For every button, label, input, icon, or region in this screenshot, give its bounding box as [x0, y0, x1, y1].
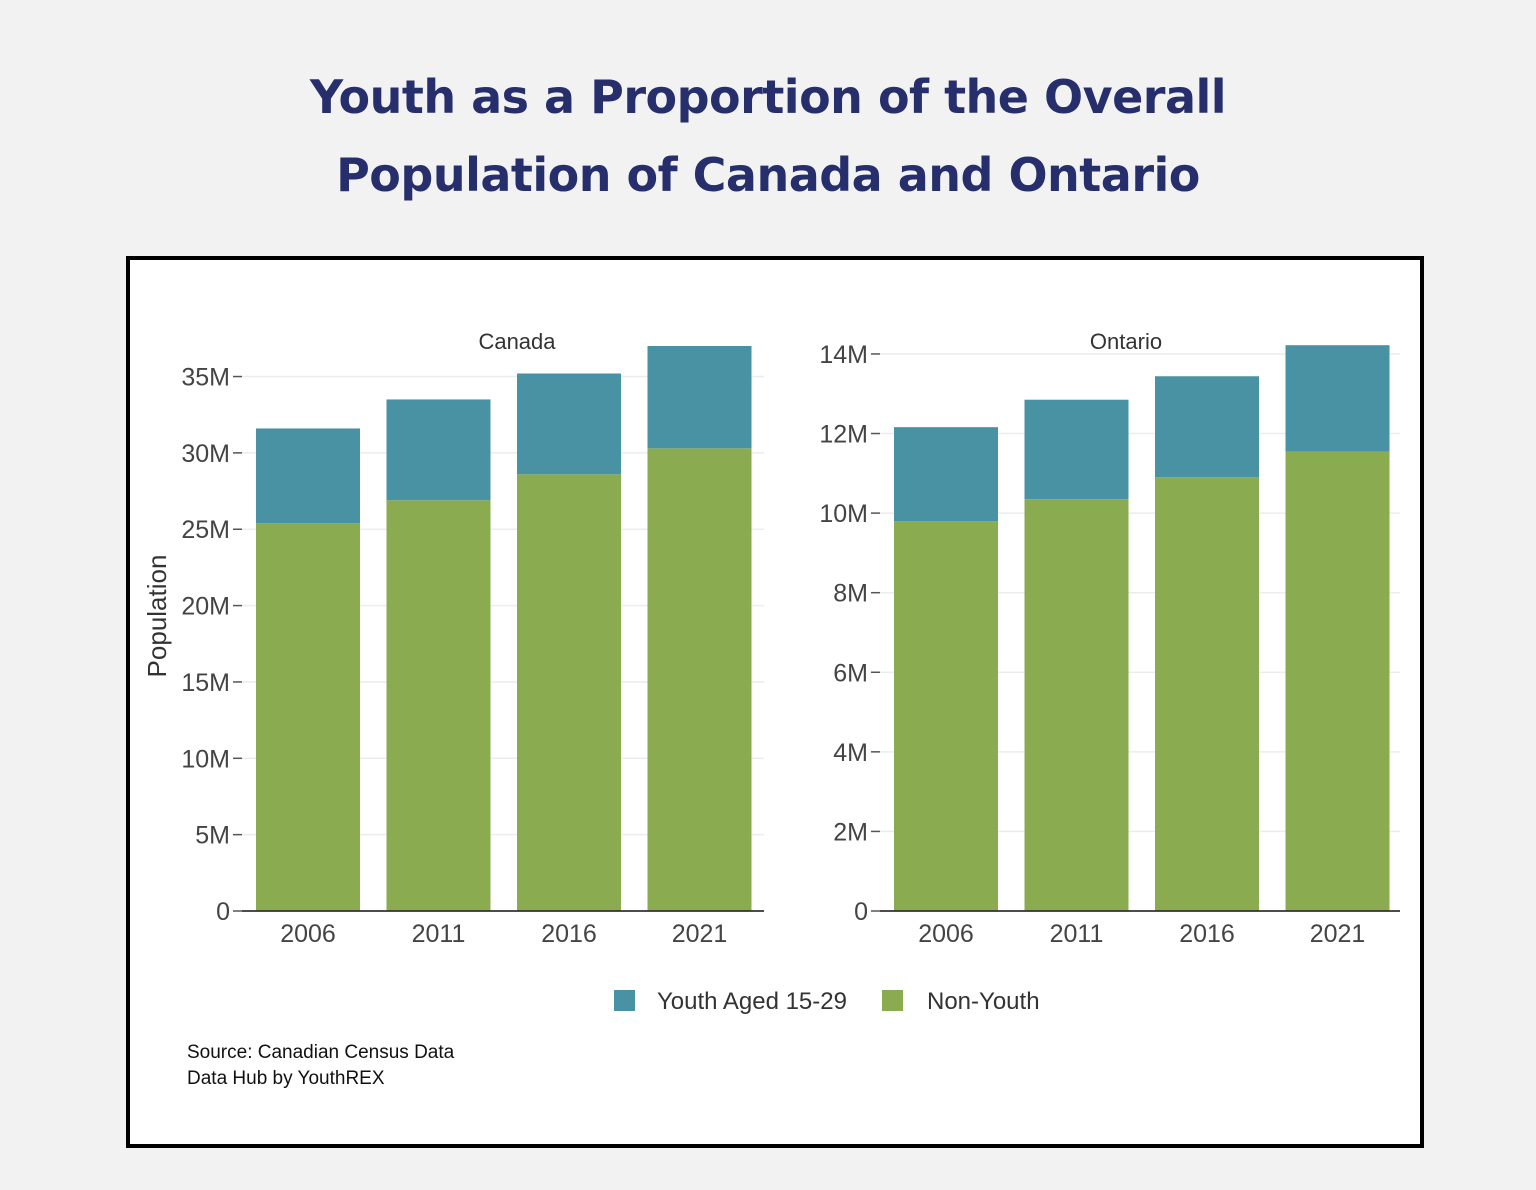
canada-ytick-label-5: 25M	[181, 516, 230, 544]
ontario-ytick-label-3: 6M	[833, 659, 868, 687]
ontario-bar-non-youth-2021	[1285, 451, 1390, 911]
ontario-bar-youth-2016	[1155, 376, 1259, 478]
page-title-line-2: Population of Canada and Ontario	[336, 148, 1200, 202]
canada-ytick-label-2: 10M	[181, 745, 230, 773]
canada-bar-youth-2011	[386, 399, 491, 501]
source-line-2: Data Hub by YouthREX	[187, 1068, 385, 1089]
canada-bar-non-youth-2021	[647, 448, 752, 911]
ontario-ytick-label-4: 8M	[833, 580, 868, 608]
ontario-ytick-label-2: 4M	[833, 739, 868, 767]
ontario-bar-non-youth-2016	[1155, 477, 1259, 911]
ontario-facet-title: Ontario	[1090, 329, 1162, 354]
ontario-xtick-label-2006: 2006	[918, 920, 974, 948]
canada-xtick-label-2021: 2021	[672, 920, 728, 948]
ontario-xtick-label-2011: 2011	[1050, 920, 1104, 948]
legend-swatch-youth	[614, 990, 635, 1011]
canada-ytick-label-1: 5M	[195, 822, 230, 850]
source-note: Source: Canadian Census Data Data Hub by…	[187, 1040, 454, 1092]
canada-ytick-label-6: 30M	[181, 440, 230, 468]
canada-xtick-label-2006: 2006	[280, 920, 336, 948]
chart-frame: 0 5M 10M 15M 20M 25M 30M 35M 2006 2011 2016 2021 Can…	[126, 256, 1424, 1148]
ontario-ytick-label-1: 2M	[833, 818, 868, 846]
canada-facet-title: Canada	[478, 329, 556, 354]
ontario-ytick-label-6: 12M	[819, 421, 868, 449]
ontario-xtick-label-2021: 2021	[1310, 920, 1366, 948]
legend-label-non-youth: Non-Youth	[927, 988, 1040, 1015]
canada-bar-youth-2006	[256, 428, 360, 524]
chart-canvas: 0 5M 10M 15M 20M 25M 30M 35M 2006 2011 2016 2021 Can…	[142, 329, 1400, 1015]
ontario-ytick-label-0: 0	[854, 898, 868, 926]
canada-ytick-label-7: 35M	[181, 364, 230, 392]
ontario-bar-youth-2006	[894, 427, 998, 522]
canada-xtick-label-2011: 2011	[412, 920, 466, 948]
ontario-bar-non-youth-2011	[1024, 499, 1129, 911]
ontario-xtick-label-2016: 2016	[1179, 920, 1235, 948]
canada-xtick-label-2016: 2016	[541, 920, 597, 948]
ontario-ytick-label-7: 14M	[819, 341, 868, 369]
canada-bar-non-youth-2011	[386, 500, 491, 911]
source-line-1: Source: Canadian Census Data	[187, 1042, 455, 1063]
canada-ytick-label-3: 15M	[181, 669, 230, 697]
ontario-ytick-label-5: 10M	[819, 500, 868, 528]
page-title-line-1: Youth as a Proportion of the Overall	[309, 70, 1227, 124]
page-title: Youth as a Proportion of the Overall Pop…	[0, 58, 1536, 214]
canada-bar-non-youth-2006	[256, 523, 360, 911]
ontario-bar-youth-2011	[1024, 399, 1129, 500]
ontario-bar-non-youth-2006	[894, 521, 998, 911]
ontario-bar-youth-2021	[1285, 345, 1390, 452]
legend-label-youth: Youth Aged 15-29	[657, 988, 847, 1015]
canada-ytick-label-0: 0	[216, 898, 230, 926]
canada-bar-youth-2021	[647, 346, 752, 449]
canada-bar-youth-2016	[517, 373, 621, 475]
canada-bar-non-youth-2016	[517, 474, 621, 911]
canada-ytick-label-4: 20M	[181, 593, 230, 621]
legend-swatch-non-youth	[882, 990, 903, 1011]
canada-y-axis-title: Population	[142, 555, 172, 678]
